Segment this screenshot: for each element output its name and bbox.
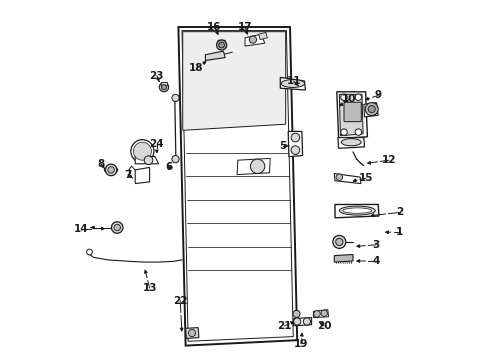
Circle shape [131,140,154,163]
Polygon shape [334,255,353,262]
Polygon shape [186,328,199,338]
Circle shape [336,238,343,246]
Polygon shape [338,138,365,148]
Polygon shape [237,158,270,175]
Polygon shape [182,31,293,341]
Circle shape [333,235,346,248]
Text: 7: 7 [124,170,132,180]
Text: 15: 15 [358,173,373,183]
Circle shape [321,310,327,316]
Polygon shape [288,131,303,157]
Ellipse shape [343,208,372,213]
Polygon shape [294,318,312,326]
FancyBboxPatch shape [344,102,361,122]
Circle shape [291,133,300,142]
Text: 19: 19 [294,339,308,349]
Text: 11: 11 [286,76,301,86]
Text: 18: 18 [189,63,204,73]
Circle shape [105,164,117,176]
Circle shape [189,329,196,337]
Text: 1: 1 [396,227,403,237]
Circle shape [355,129,362,135]
Text: 13: 13 [143,283,157,293]
Circle shape [293,310,300,318]
Text: 16: 16 [207,22,221,32]
Circle shape [336,174,343,180]
Circle shape [108,167,114,173]
Text: 24: 24 [149,139,164,149]
Circle shape [294,318,301,325]
Circle shape [172,156,179,163]
Circle shape [341,129,347,135]
Polygon shape [218,40,226,49]
Polygon shape [135,156,159,164]
Polygon shape [259,32,268,40]
Polygon shape [339,94,363,136]
Polygon shape [162,82,167,85]
Text: 6: 6 [166,162,173,172]
Ellipse shape [339,206,375,215]
Circle shape [219,42,224,48]
Text: 2: 2 [396,207,403,217]
Text: 14: 14 [74,224,89,234]
Circle shape [291,146,300,154]
Polygon shape [337,92,368,139]
Polygon shape [183,32,286,130]
Text: 21: 21 [277,321,292,331]
Polygon shape [135,167,149,184]
Circle shape [365,103,378,116]
Polygon shape [314,310,328,318]
Polygon shape [90,226,95,229]
Polygon shape [178,27,297,346]
Circle shape [341,94,347,100]
Text: 4: 4 [373,256,380,266]
Circle shape [314,311,320,317]
Circle shape [250,159,265,174]
Circle shape [355,94,362,100]
Polygon shape [334,174,361,184]
Ellipse shape [104,167,118,173]
Circle shape [303,318,311,325]
Circle shape [144,156,153,165]
Ellipse shape [342,139,361,146]
Text: 22: 22 [173,296,188,306]
Polygon shape [280,77,305,90]
Text: 3: 3 [373,240,380,250]
Polygon shape [205,51,225,60]
Circle shape [133,142,151,160]
Text: 8: 8 [98,159,105,169]
Circle shape [217,40,227,50]
Circle shape [87,249,92,255]
Text: 10: 10 [342,94,357,104]
Polygon shape [364,103,378,117]
Circle shape [162,85,167,90]
Circle shape [159,82,169,92]
Text: 5: 5 [279,141,287,151]
Circle shape [114,224,121,231]
Polygon shape [245,34,265,46]
Polygon shape [335,204,379,218]
Circle shape [111,222,123,233]
Text: 17: 17 [238,22,252,32]
Ellipse shape [281,80,305,87]
Text: 12: 12 [382,155,396,165]
Text: 9: 9 [375,90,382,100]
Circle shape [249,36,257,43]
Circle shape [368,105,375,113]
Circle shape [172,94,179,102]
Text: 20: 20 [317,321,331,331]
Text: 23: 23 [149,71,164,81]
